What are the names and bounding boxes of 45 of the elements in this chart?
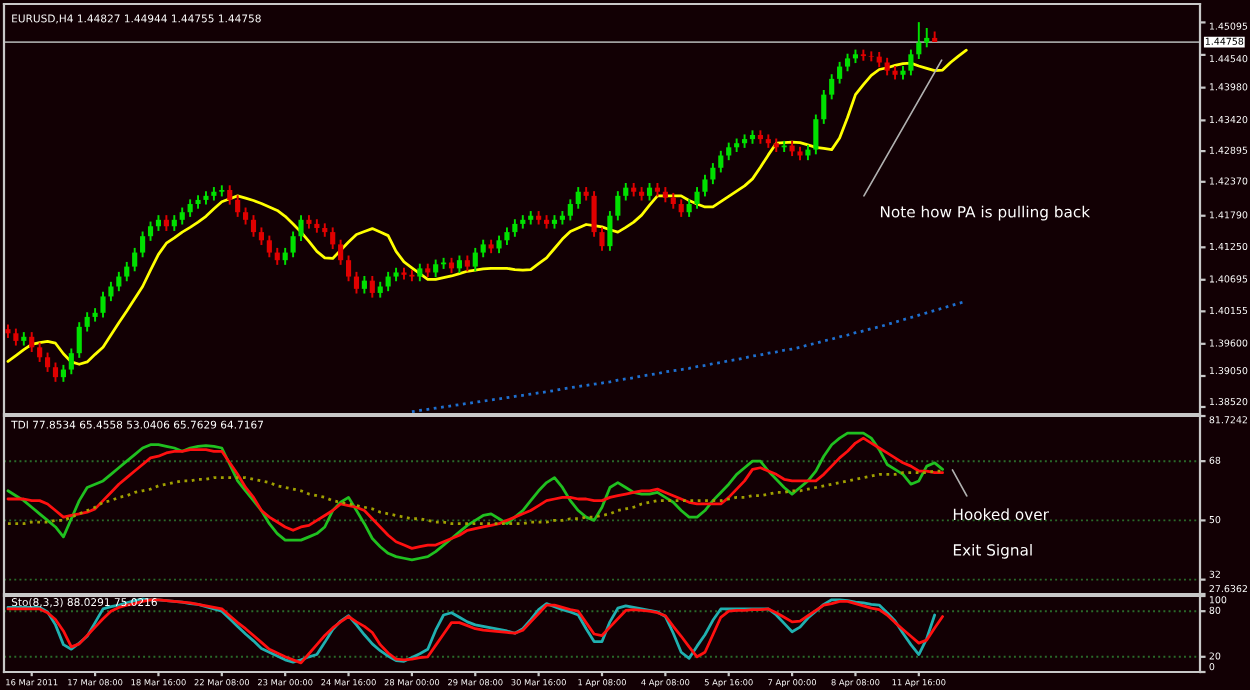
candlestick — [140, 230, 146, 259]
candlestick — [345, 254, 352, 283]
candlestick — [250, 214, 257, 238]
candlestick — [702, 173, 708, 198]
candlestick — [599, 226, 605, 252]
candlestick — [575, 186, 581, 210]
candlestick — [37, 341, 43, 363]
candlestick — [718, 149, 724, 174]
candlestick — [338, 238, 344, 266]
candlestick — [908, 48, 914, 77]
candlestick — [76, 321, 82, 359]
candlestick — [147, 220, 154, 242]
candlestick — [52, 361, 59, 383]
candlestick — [100, 290, 106, 319]
candlestick — [108, 280, 114, 303]
candlestick — [330, 226, 336, 251]
candlestick — [694, 186, 700, 210]
line-series — [410, 299, 968, 414]
candlestick — [298, 214, 304, 242]
candlestick — [607, 210, 613, 252]
candlestick — [353, 270, 360, 295]
candlestick — [44, 351, 51, 373]
candlestick — [837, 60, 843, 85]
candlestick — [591, 190, 597, 238]
candlestick — [615, 190, 621, 222]
candlestick — [132, 246, 138, 273]
candlestick — [916, 21, 922, 60]
candlestick — [924, 27, 930, 49]
candlestick — [472, 246, 478, 273]
candlestick — [68, 347, 74, 376]
candlestick — [290, 230, 296, 259]
candlestick — [829, 73, 835, 101]
candlestick — [235, 194, 241, 218]
candlestick — [369, 275, 375, 299]
candlestick — [84, 311, 90, 333]
line-series — [6, 469, 944, 526]
candlestick — [813, 113, 819, 156]
candlestick — [124, 260, 130, 283]
candlestick — [868, 50, 874, 63]
candlestick — [710, 162, 716, 186]
candlestick — [821, 89, 827, 125]
candlestick — [266, 234, 272, 259]
candlestick — [227, 184, 233, 206]
candlestick — [29, 331, 35, 353]
candlestick — [567, 198, 573, 222]
